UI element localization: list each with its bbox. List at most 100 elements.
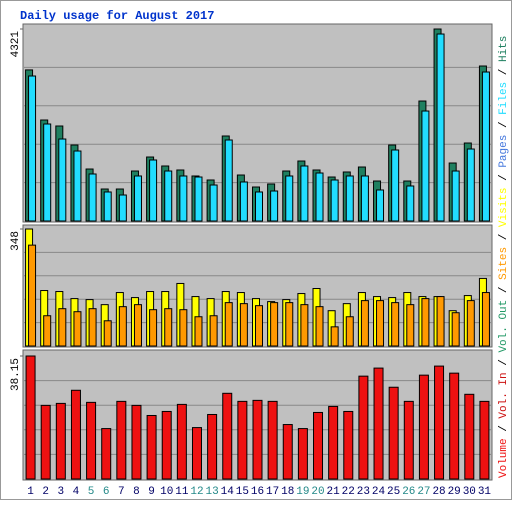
x-tick-label: 15 [236, 486, 249, 498]
x-tick-label: 4 [73, 486, 80, 498]
bar [267, 400, 278, 480]
bar [133, 175, 142, 222]
bar [449, 372, 460, 480]
bar [391, 149, 400, 222]
bar [391, 302, 400, 347]
bar [388, 386, 399, 480]
bar [164, 170, 173, 222]
bar [406, 185, 415, 222]
legend-entry: Hits [498, 36, 510, 62]
legend-separator: / [498, 353, 510, 373]
legend-entry: Files [498, 82, 510, 115]
bar [161, 410, 172, 480]
legend-entry: Vol. Out [498, 300, 510, 353]
x-tick-label: 28 [432, 486, 445, 498]
x-tick-label: 13 [206, 486, 219, 498]
x-tick-label: 9 [148, 486, 155, 498]
bar [43, 315, 52, 347]
bar [25, 355, 36, 480]
legend-entry: Volume [498, 438, 510, 478]
x-tick-label: 27 [417, 486, 430, 498]
bar [164, 308, 173, 347]
x-tick-label: 11 [175, 486, 189, 498]
bar [330, 326, 339, 347]
bar [70, 389, 81, 480]
x-tick-label: 10 [160, 486, 173, 498]
bar [282, 424, 293, 480]
x-tick-label: 31 [478, 486, 492, 498]
bar [421, 298, 430, 347]
bar [191, 427, 202, 480]
bar [285, 302, 294, 347]
bar [194, 316, 203, 347]
bar [300, 304, 309, 347]
bar [179, 175, 188, 222]
x-tick-label: 3 [58, 486, 65, 498]
x-tick-label: 22 [342, 486, 355, 498]
bar [479, 400, 490, 480]
bar [28, 75, 37, 222]
x-tick-label: 24 [372, 486, 386, 498]
y-tick-label: 4321 [10, 31, 22, 58]
bar [103, 320, 112, 347]
x-tick-label: 16 [251, 486, 264, 498]
legend-entry: Visits [498, 187, 510, 227]
bar [270, 190, 279, 222]
bar [315, 172, 324, 222]
bar [418, 374, 429, 480]
bar [358, 375, 369, 480]
bar [464, 393, 475, 480]
bar [55, 402, 66, 480]
bar [270, 302, 279, 347]
bar [345, 316, 354, 347]
bar [209, 184, 218, 222]
bar [207, 413, 218, 480]
bar [194, 176, 203, 222]
bar [28, 244, 37, 347]
x-tick-label: 23 [357, 486, 370, 498]
legend-entry: Pages [498, 135, 510, 168]
y-tick-label: 348 [10, 231, 22, 251]
bar [176, 403, 187, 480]
bar [224, 139, 233, 222]
bar [451, 170, 460, 222]
bar [297, 428, 308, 480]
x-tick-label: 20 [311, 486, 324, 498]
bar [88, 173, 97, 222]
legend-separator: / [498, 280, 510, 300]
bar [118, 306, 127, 347]
legend-separator: / [498, 419, 510, 439]
bar [434, 365, 445, 480]
bar [103, 191, 112, 222]
bar [239, 303, 248, 347]
bar [149, 159, 158, 222]
bar [451, 312, 460, 347]
y-tick-label: 38.15 [10, 358, 22, 391]
legend-entry: Vol. In [498, 372, 510, 418]
bar [224, 302, 233, 347]
x-tick-label: 14 [221, 486, 235, 498]
bar [101, 428, 112, 480]
bar [131, 404, 142, 480]
legend-separator: / [498, 62, 510, 82]
legend-separator: / [498, 227, 510, 247]
x-tick-label: 2 [42, 486, 49, 498]
bar [209, 315, 218, 347]
bar [421, 110, 430, 222]
bar [328, 405, 339, 480]
bar [406, 304, 415, 347]
x-tick-label: 26 [402, 486, 415, 498]
x-tick-label: 7 [118, 486, 125, 498]
x-tick-label: 30 [463, 486, 476, 498]
bar [86, 401, 97, 480]
x-tick-label: 6 [103, 486, 110, 498]
bar [43, 123, 52, 222]
bar [58, 138, 67, 222]
bar [149, 309, 158, 347]
bar [373, 367, 384, 480]
bar [436, 33, 445, 222]
bar [116, 400, 127, 480]
bar [481, 292, 490, 347]
bar [133, 304, 142, 347]
